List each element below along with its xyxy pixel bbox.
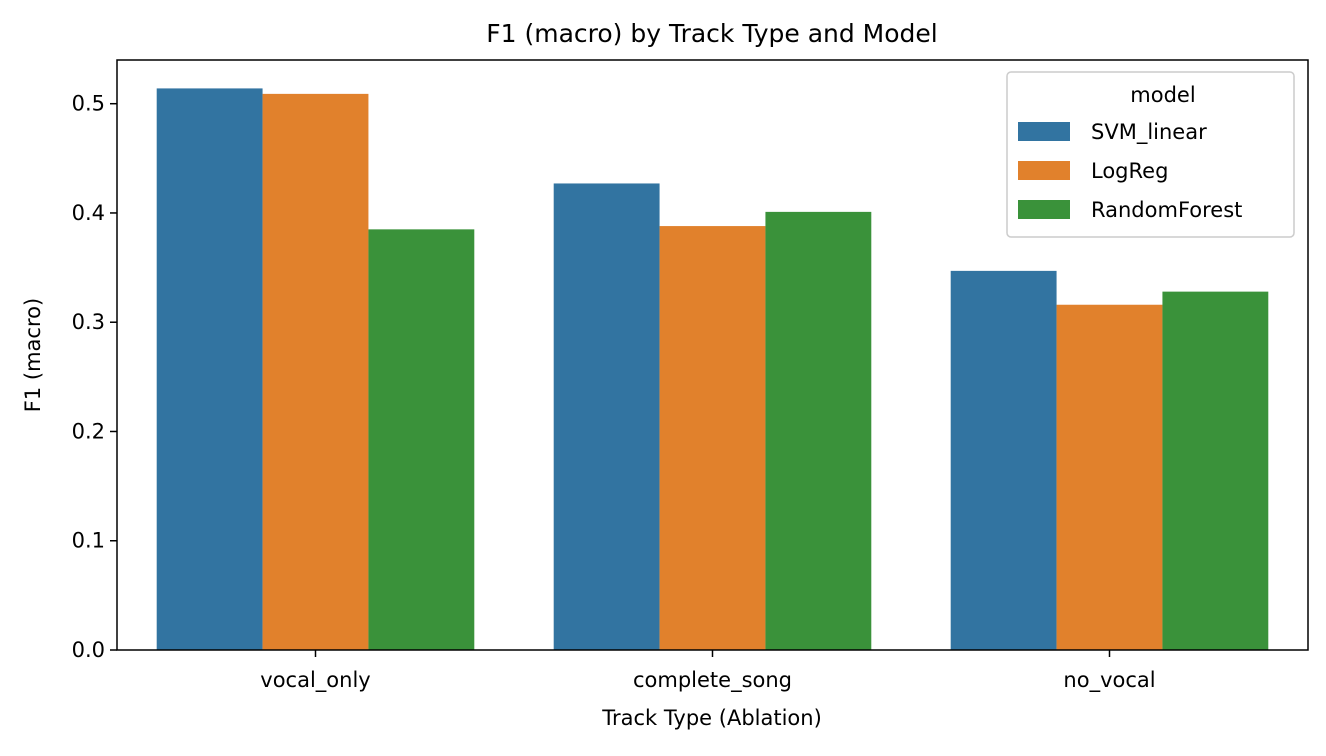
bar-svm-linear-no-vocal xyxy=(950,270,1057,650)
x-tick-label: no_vocal xyxy=(1063,668,1155,693)
bars-group xyxy=(156,88,1269,651)
legend-title: model xyxy=(1130,83,1195,107)
legend-label-randomforest: RandomForest xyxy=(1091,198,1242,222)
bar-randomforest-vocal-only xyxy=(368,229,475,650)
y-axis: 0.0 0.1 0.2 0.3 0.4 0.5 xyxy=(72,92,117,662)
bar-svm-linear-complete-song xyxy=(553,183,660,651)
legend-swatch-logreg xyxy=(1018,161,1070,180)
y-tick-label: 0.4 xyxy=(72,201,105,225)
bar-randomforest-no-vocal xyxy=(1162,291,1269,650)
y-tick-label: 0.3 xyxy=(72,310,105,334)
y-tick-label: 0.1 xyxy=(72,529,105,553)
legend-label-svm-linear: SVM_linear xyxy=(1091,120,1207,145)
legend-swatch-svm-linear xyxy=(1018,122,1070,141)
legend-label-logreg: LogReg xyxy=(1091,159,1168,183)
bar-logreg-complete-song xyxy=(659,226,766,650)
legend-items: SVM_linear LogReg RandomForest xyxy=(1018,120,1242,222)
x-tick-label: complete_song xyxy=(633,668,792,693)
bar-logreg-no-vocal xyxy=(1056,304,1163,650)
bar-svm-linear-vocal-only xyxy=(156,88,263,650)
y-tick-label: 0.5 xyxy=(72,92,105,116)
y-axis-title: F1 (macro) xyxy=(21,298,45,412)
legend-box xyxy=(1006,71,1295,238)
bar-logreg-vocal-only xyxy=(262,93,369,651)
legend-swatch-randomforest xyxy=(1018,200,1070,219)
y-tick-label: 0.2 xyxy=(72,419,105,443)
x-axis: vocal_only complete_song no_vocal xyxy=(260,650,1156,693)
x-axis-title: Track Type (Ablation) xyxy=(601,706,822,730)
legend: model SVM_linear LogReg RandomForest xyxy=(1006,71,1295,238)
y-tick-label: 0.0 xyxy=(72,638,105,662)
bar-randomforest-complete-song xyxy=(765,211,872,651)
chart-title: F1 (macro) by Track Type and Model xyxy=(486,19,938,48)
x-tick-label: vocal_only xyxy=(260,668,370,693)
